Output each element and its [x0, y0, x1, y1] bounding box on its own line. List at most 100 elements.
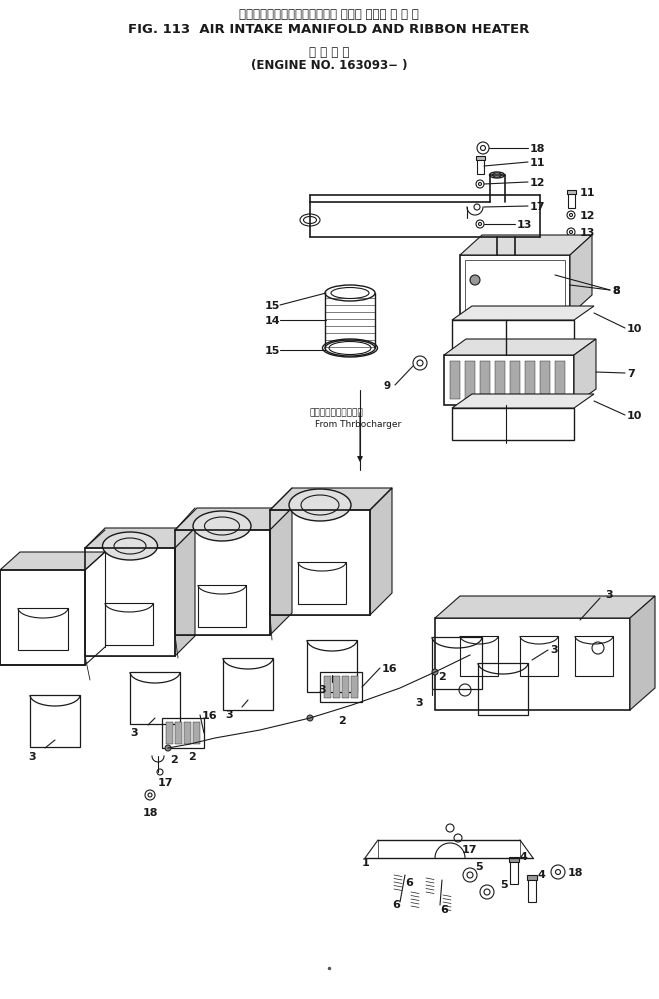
- Polygon shape: [0, 552, 105, 570]
- Bar: [509, 857, 519, 862]
- Bar: [465, 260, 565, 310]
- Bar: [198, 585, 246, 627]
- Text: 8: 8: [612, 286, 619, 296]
- Bar: [575, 636, 613, 676]
- Bar: [525, 361, 535, 399]
- Bar: [480, 361, 490, 399]
- Bar: [477, 158, 484, 174]
- Text: 17: 17: [530, 202, 546, 212]
- Bar: [351, 676, 358, 698]
- Bar: [460, 255, 570, 315]
- Text: 15: 15: [265, 301, 280, 311]
- Polygon shape: [460, 235, 592, 255]
- Text: 3: 3: [318, 685, 326, 695]
- Polygon shape: [370, 488, 392, 615]
- Bar: [476, 156, 485, 160]
- Bar: [320, 672, 362, 702]
- Polygon shape: [444, 339, 596, 355]
- Text: 12: 12: [580, 211, 596, 221]
- Text: (ENGINE NO. 163093− ): (ENGINE NO. 163093− ): [251, 59, 407, 72]
- Text: 9: 9: [383, 381, 390, 391]
- Text: 3: 3: [28, 752, 36, 762]
- Text: 11: 11: [530, 158, 546, 168]
- Polygon shape: [452, 394, 594, 408]
- Text: 6: 6: [440, 905, 448, 915]
- Text: 5: 5: [475, 862, 482, 872]
- Text: 18: 18: [143, 808, 159, 818]
- Polygon shape: [270, 488, 392, 510]
- Circle shape: [432, 669, 438, 675]
- Bar: [18, 608, 68, 650]
- Circle shape: [307, 715, 313, 721]
- Bar: [166, 722, 173, 744]
- Polygon shape: [85, 528, 195, 548]
- Text: 2: 2: [170, 755, 178, 765]
- Text: ターボチャージゃから: ターボチャージゃから: [310, 408, 364, 417]
- Bar: [184, 722, 191, 744]
- Circle shape: [165, 745, 171, 751]
- Polygon shape: [452, 306, 594, 320]
- Text: 5: 5: [500, 880, 507, 890]
- Bar: [324, 676, 331, 698]
- Bar: [555, 361, 565, 399]
- Text: 2: 2: [438, 672, 445, 682]
- Bar: [568, 192, 575, 208]
- Ellipse shape: [103, 532, 158, 560]
- Text: 適 用 号 機: 適 用 号 機: [309, 46, 349, 59]
- Bar: [432, 637, 482, 689]
- Bar: [450, 361, 460, 399]
- Polygon shape: [570, 235, 592, 315]
- Bar: [307, 640, 357, 692]
- Text: エアーインテークマニホールド および リボン ヒ ー タ: エアーインテークマニホールド および リボン ヒ ー タ: [239, 8, 419, 21]
- Text: 16: 16: [382, 664, 397, 674]
- Ellipse shape: [289, 489, 351, 521]
- Bar: [223, 658, 273, 710]
- Text: 16: 16: [202, 711, 217, 721]
- Text: 4: 4: [538, 870, 546, 880]
- Bar: [30, 695, 80, 747]
- Text: 13: 13: [517, 220, 532, 230]
- Bar: [478, 663, 528, 715]
- Bar: [495, 361, 505, 399]
- Text: 2: 2: [338, 716, 346, 726]
- Text: 3: 3: [225, 710, 233, 720]
- Polygon shape: [630, 596, 655, 710]
- Bar: [435, 618, 630, 710]
- Bar: [333, 676, 340, 698]
- Text: 1: 1: [362, 858, 370, 868]
- Text: 17: 17: [462, 845, 478, 855]
- Bar: [520, 636, 558, 676]
- Text: FIG. 113  AIR INTAKE MANIFOLD AND RIBBON HEATER: FIG. 113 AIR INTAKE MANIFOLD AND RIBBON …: [129, 23, 530, 36]
- Bar: [162, 718, 204, 748]
- Text: 6: 6: [392, 900, 400, 910]
- Polygon shape: [435, 596, 655, 618]
- Text: 10: 10: [627, 411, 643, 421]
- Bar: [528, 878, 536, 902]
- Text: 3: 3: [605, 590, 613, 600]
- Text: 3: 3: [415, 698, 422, 708]
- Polygon shape: [175, 528, 195, 656]
- Text: 6: 6: [405, 878, 413, 888]
- Text: 10: 10: [627, 324, 643, 334]
- Bar: [510, 860, 518, 884]
- Text: 13: 13: [580, 228, 595, 238]
- Circle shape: [470, 275, 480, 285]
- Bar: [460, 636, 498, 676]
- Text: From Thrbocharger: From Thrbocharger: [315, 420, 401, 429]
- Bar: [510, 361, 520, 399]
- Bar: [105, 603, 153, 645]
- Text: 8: 8: [612, 286, 619, 296]
- Text: 4: 4: [520, 852, 528, 862]
- Bar: [175, 722, 182, 744]
- Text: 15: 15: [265, 346, 280, 356]
- Text: 7: 7: [627, 369, 635, 379]
- Bar: [527, 875, 537, 880]
- Bar: [130, 672, 180, 724]
- Text: 14: 14: [265, 316, 281, 326]
- Bar: [452, 320, 574, 352]
- Text: 18: 18: [568, 868, 583, 878]
- Bar: [298, 562, 346, 604]
- Polygon shape: [574, 339, 596, 405]
- Text: 12: 12: [530, 178, 546, 188]
- Bar: [567, 190, 576, 194]
